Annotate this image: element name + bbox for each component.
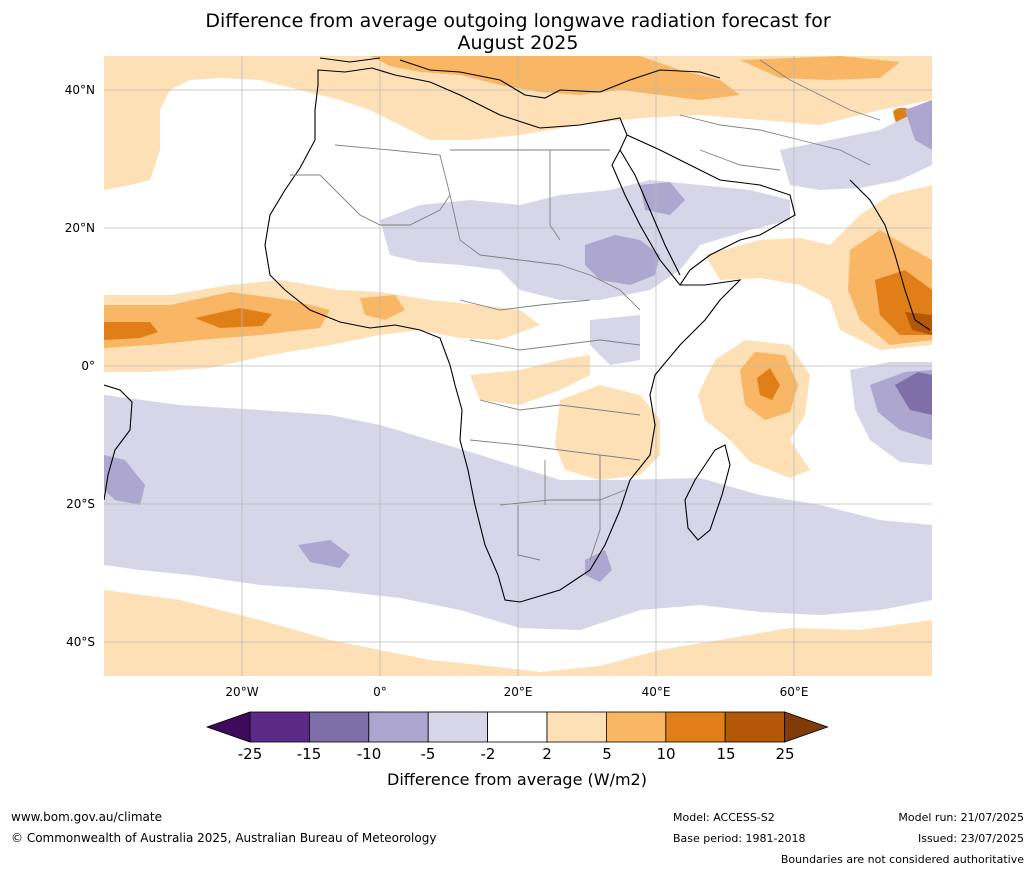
lat-label: 40°N	[65, 83, 95, 97]
anomaly-region-sahel-negative	[380, 180, 790, 300]
colorbar-tick-label: -5	[421, 745, 436, 763]
colorbar	[205, 711, 829, 743]
title-line-2: August 2025	[457, 32, 579, 54]
lat-label: 20°N	[65, 221, 95, 235]
anomaly-region-turkey-positive	[740, 56, 900, 80]
lat-label: 20°S	[66, 497, 95, 511]
anomaly-region-east-africa-negative	[590, 315, 640, 365]
anomaly-region-south-atlantic-negative-moderate-west	[104, 455, 145, 505]
title-line-1: Difference from average outgoing longwav…	[205, 10, 831, 32]
anomaly-region-atlantic-positive-strong-east	[195, 308, 272, 328]
colorbar-swatch	[368, 711, 429, 743]
anomaly-region-congo-positive	[470, 355, 590, 405]
anomaly-region-sudan-negative-moderate	[585, 235, 660, 285]
europe-coastline	[319, 57, 721, 99]
lat-label: 40°S	[66, 635, 95, 649]
latitude-labels: 40°N 20°N 0° 20°S 40°S	[65, 83, 95, 649]
lon-label: 40°E	[642, 685, 671, 699]
colorbar-tick-label: -15	[297, 745, 322, 763]
colorbar-swatch	[546, 711, 607, 743]
anomaly-region-mediterranean-positive	[370, 56, 740, 100]
india-coastline	[849, 179, 931, 331]
red-sea-coastline	[619, 149, 681, 276]
anomaly-region-asia-negative-moderate	[905, 100, 932, 150]
longitude-labels: 20°W 0° 20°E 40°E 60°E	[225, 685, 808, 699]
anomaly-region-india-positive-very-strong	[905, 312, 932, 335]
anomaly-region-arabia-negative-moderate	[640, 182, 685, 215]
footer-website: www.bom.gov.au/climate	[11, 810, 162, 824]
footer-disclaimer: Boundaries are not considered authoritat…	[780, 853, 1024, 866]
lon-label: 60°E	[780, 685, 809, 699]
colorbar-tick-label: 15	[716, 745, 735, 763]
anomaly-region-atlantic-positive-nw	[104, 158, 135, 188]
colorbar-tick-label: 25	[775, 745, 794, 763]
colorbar-swatch	[427, 711, 489, 743]
anomaly-region-southern-africa-positive	[555, 385, 660, 480]
footer-model-run: Model run: 21/07/2025	[898, 811, 1024, 824]
anomaly-region-south-africa-negative-moderate	[585, 550, 612, 582]
colorbar-extend-high	[784, 711, 829, 743]
colorbar-tick-label: 5	[602, 745, 612, 763]
footer-copyright: © Commonwealth of Australia 2025, Austra…	[11, 831, 437, 845]
colorbar-swatch	[308, 711, 370, 743]
madagascar-coastline	[684, 444, 731, 541]
anomaly-region-west-africa-positive	[360, 295, 405, 320]
colorbar-tick-label: 10	[656, 745, 675, 763]
colorbar-swatch	[487, 711, 548, 743]
colorbar-tick-label: -10	[357, 745, 382, 763]
anomaly-region-indian-ocean-negative-strong	[895, 372, 932, 415]
anomaly-region-indian-ocean-positive-strong	[757, 368, 780, 400]
anomaly-region-southern-ocean-positive	[104, 590, 932, 676]
colorbar-swatch	[724, 711, 786, 743]
graticule	[104, 56, 932, 676]
colorbar-tick-label: -25	[238, 745, 263, 763]
colorbar-title: Difference from average (W/m2)	[387, 770, 647, 789]
anomaly-region-asia-negative	[780, 100, 932, 190]
colorbar-swatch	[606, 711, 667, 743]
colorbar-tick-labels: -25 -15 -10 -5 -2 2 5 10 15 25	[238, 745, 795, 763]
south-america-coastline	[104, 384, 133, 501]
colorbar-tick-label: 2	[542, 745, 552, 763]
anomaly-map	[104, 56, 932, 676]
anomaly-region-atlantic-positive-strong-west	[104, 322, 158, 340]
country-borders	[290, 59, 881, 561]
lon-label: 20°W	[225, 685, 258, 699]
lon-label: 20°E	[504, 685, 533, 699]
anomaly-region-south-atlantic-negative-moderate-east	[298, 540, 350, 568]
lon-label: 0°	[373, 685, 387, 699]
colorbar-swatch	[665, 711, 726, 743]
coastlines	[104, 57, 931, 603]
map-title: Difference from average outgoing longwav…	[104, 10, 932, 54]
footer-issued: Issued: 23/07/2025	[917, 832, 1024, 845]
footer-model: Model: ACCESS-S2	[673, 811, 775, 824]
colorbar-extend-low	[205, 711, 251, 743]
lat-label: 0°	[81, 359, 95, 373]
colorbar-swatch	[249, 711, 310, 743]
footer-base-period: Base period: 1981-2018	[673, 832, 806, 845]
arabia-coastline	[626, 134, 796, 286]
colorbar-tick-label: -2	[481, 745, 496, 763]
africa-coastline	[264, 67, 742, 603]
